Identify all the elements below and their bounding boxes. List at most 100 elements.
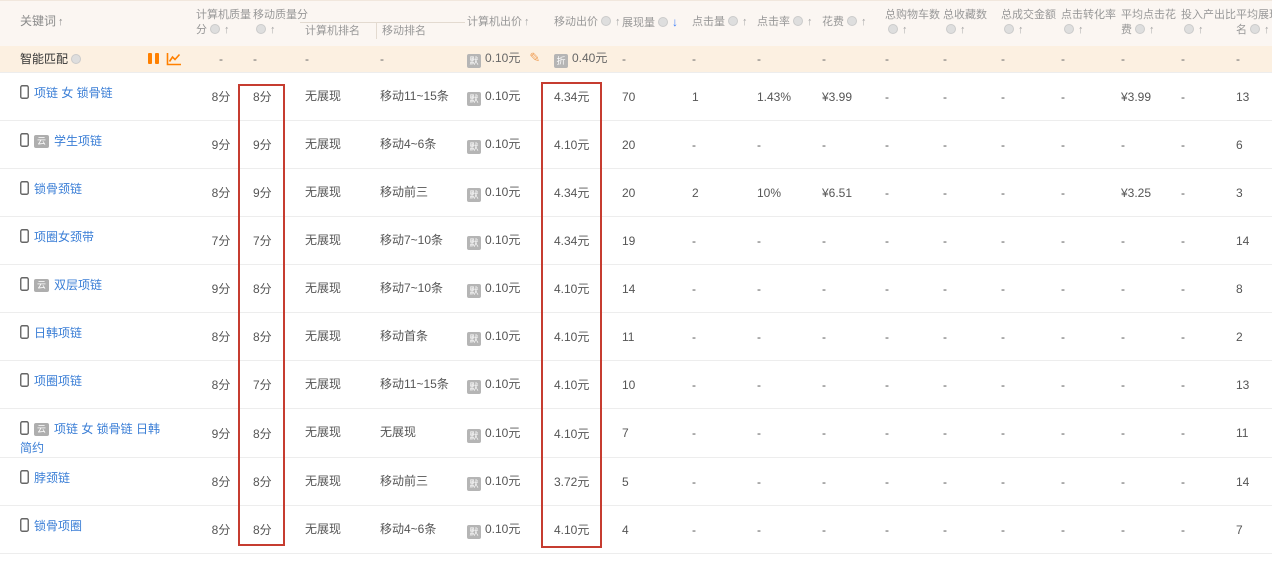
sort-asc-icon[interactable]: ↑ [1198,24,1204,36]
cell-roi: - [1181,233,1185,248]
info-icon[interactable] [888,24,898,34]
col-ctr[interactable]: 点击率 ↑ [757,16,813,28]
default-bid-badge-icon: 默 [467,236,481,250]
col-pc-quality[interactable]: 计算机质量 分 ↑ [196,9,251,36]
cell-mb-rank: 移动7~10条 [380,281,444,295]
col-mb-rank[interactable]: 移动排名 [382,25,426,37]
cell-gmv: - [1001,281,1005,296]
col-impressions[interactable]: 展现量 ↓ [622,15,678,30]
col-clicks[interactable]: 点击量 ↑ [692,16,748,28]
col-keyword[interactable]: 关键词 ↑ [0,1,196,46]
keyword-link[interactable]: 锁骨颈链 [34,182,83,196]
cell-mb-bid: 折 0.40元 [548,46,610,73]
sort-desc-active-icon[interactable]: ↓ [672,15,678,29]
cell-mb-rank: 无展现 [380,425,417,439]
sort-asc-icon[interactable]: ↑ [1018,24,1024,36]
col-fav-total[interactable]: 总收藏数 ↑ [943,9,987,36]
cell-pc-bid: 默 0.10元 [465,265,548,313]
cell-cvr: - [1061,233,1065,248]
cell-cart: - [885,329,889,344]
cell-pc-quality: 9分 [211,426,231,441]
info-icon[interactable] [1250,24,1260,34]
sort-asc-icon[interactable]: ↑ [1264,24,1270,36]
info-icon[interactable] [71,53,82,64]
cell-fav: - [943,137,947,152]
cell-cost: - [822,329,826,344]
cell-clicks: - [692,281,696,296]
cell-pc-rank: - [305,51,309,66]
info-icon[interactable] [728,16,738,26]
info-icon[interactable] [1004,24,1014,34]
cell-cart: - [885,185,889,200]
cell-avg-cpc: - [1121,137,1125,152]
sort-asc-icon[interactable]: ↑ [960,24,966,36]
info-icon[interactable] [1064,24,1074,34]
cell-avg-cpc: - [1121,474,1125,489]
col-cost[interactable]: 花费 ↑ [822,16,867,28]
info-icon[interactable] [658,17,668,27]
edit-bid-icon[interactable]: ✎ [529,50,541,66]
info-icon[interactable] [793,16,803,26]
col-roi[interactable]: 投入产出比 ↑ [1181,9,1236,36]
col-pc-rank[interactable]: 计算机排名 [305,25,360,37]
cell-roi: - [1181,89,1185,104]
keyword-link[interactable]: 项圈项链 [34,374,83,388]
col-pc-bid[interactable]: 计算机出价 ↑ [467,16,530,28]
keyword-link[interactable]: 双层项链 [54,278,103,292]
info-icon[interactable] [601,16,611,26]
info-icon[interactable] [946,24,956,34]
keyword-link[interactable]: 项链 女 锁骨链 [34,86,113,100]
keyword-link[interactable]: 学生项链 [54,134,103,148]
cell-mb-bid: 4.10元 [554,138,590,152]
cell-mb-bid: 4.10元 [554,378,590,392]
col-avg-cpc[interactable]: 平均点击花 费 ↑ [1121,9,1176,36]
info-icon[interactable] [256,24,266,34]
cell-ctr: - [757,474,761,489]
pause-icon[interactable] [148,53,159,65]
info-icon[interactable] [1184,24,1194,34]
cell-gmv: - [1001,185,1005,200]
col-cvr[interactable]: 点击转化率 ↑ [1061,9,1116,36]
sort-asc-icon[interactable]: ↑ [524,16,530,28]
info-icon[interactable] [1135,24,1145,34]
sort-asc-icon[interactable]: ↑ [742,16,748,28]
col-mb-bid[interactable]: 移动出价 ↑ [554,16,621,28]
cell-pc-rank: 无展现 [305,329,342,343]
cell-pc-bid: 默 0.10元 [465,73,548,121]
keyword-link[interactable]: 日韩项链 [34,326,83,340]
cell-fav: - [943,233,947,248]
sort-asc-icon[interactable]: ↑ [902,24,908,36]
chart-icon[interactable] [166,52,182,66]
keyword-link[interactable]: 项链 女 锁骨链 日韩 简约 [20,422,161,455]
discount-bid-badge-icon: 折 [554,54,568,69]
sort-asc-icon[interactable]: ↑ [270,24,276,36]
sort-asc-icon[interactable]: ↑ [224,24,230,36]
cell-pc-rank: 无展现 [305,137,342,151]
cell-pc-quality: 7分 [211,234,231,248]
cell-mb-bid: 4.10元 [554,330,590,344]
sort-asc-icon[interactable]: ↑ [615,16,621,28]
col-avg-rank[interactable]: 平均展现排 名↑ [1236,9,1272,36]
sort-asc-icon[interactable]: ↑ [58,16,64,28]
keyword-link[interactable]: 脖颈链 [34,471,71,485]
cell-fav: - [943,329,947,344]
sort-asc-icon[interactable]: ↑ [861,16,867,28]
col-cart-total[interactable]: 总购物车数 ↑ [885,9,940,36]
sort-asc-icon[interactable]: ↑ [1078,24,1084,36]
cell-mb-quality: 8分 [253,475,272,489]
cell-ctr: - [757,51,761,66]
info-icon[interactable] [210,24,220,34]
cell-ctr: - [757,281,761,296]
col-mb-quality[interactable]: 移动质量分 ↑ [253,9,308,36]
cell-pc-quality: 8分 [211,186,231,200]
col-gmv-total[interactable]: 总成交金额 ↑ [1001,9,1056,36]
sort-asc-icon[interactable]: ↑ [1149,24,1155,36]
sort-asc-icon[interactable]: ↑ [807,16,813,28]
mobile-device-icon [20,181,29,200]
cell-cost: - [822,281,826,296]
keyword-link[interactable]: 锁骨项圈 [34,519,83,533]
keyword-link[interactable]: 项圈女颈带 [34,230,95,244]
info-icon[interactable] [847,16,857,26]
cell-fav: - [943,51,947,66]
